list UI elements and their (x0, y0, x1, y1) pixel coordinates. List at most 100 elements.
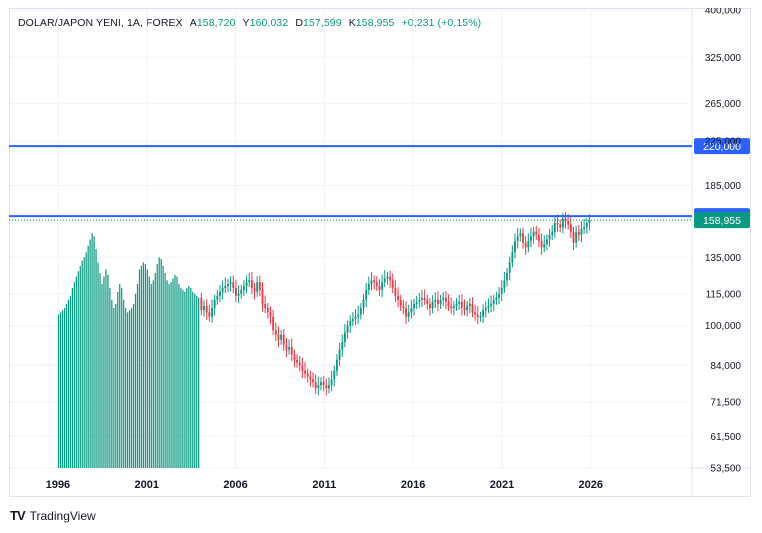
candle-body (484, 308, 487, 311)
candle-body (452, 305, 455, 309)
volume-bar (79, 265, 81, 468)
candlesticks (200, 211, 591, 396)
volume-bar (107, 274, 109, 468)
volume-bar (75, 276, 77, 468)
volume-bar (61, 310, 64, 468)
y-tick-label: 400,000 (705, 8, 742, 17)
chart-frame (9, 8, 751, 497)
chart-header: DOLAR/JAPON YENI, 1A, FOREX A158,720 Y16… (18, 17, 481, 29)
candle-body (399, 299, 402, 306)
y-tick-label: 135,000 (705, 253, 742, 264)
volume-bar (115, 303, 117, 468)
y-axis[interactable]: 400,000 325,000 265,000 225,000 185,000 135,0… (705, 8, 742, 475)
symbol-label[interactable]: DOLAR/JAPON YENI, 1A, FOREX (18, 17, 183, 29)
candle-body (580, 228, 583, 235)
volume-bar (176, 276, 178, 468)
volume-bar (166, 280, 168, 468)
volume-bar (71, 287, 73, 468)
volume-bar (144, 264, 147, 468)
tradingview-logo: TV (10, 508, 26, 523)
candle-body (490, 303, 493, 306)
candle-body (261, 289, 264, 304)
y-tick-label: 225,000 (705, 136, 742, 147)
candle-body (434, 299, 437, 302)
x-tick-label: 2011 (312, 479, 336, 491)
candle-body (405, 308, 407, 317)
x-tick-label: 2026 (579, 479, 603, 491)
candle-body (234, 287, 237, 296)
volume-bar (89, 239, 91, 468)
candle-body (322, 382, 325, 386)
candle-body (280, 334, 283, 340)
candle-body (378, 286, 381, 290)
volume-bar (103, 276, 105, 468)
volume-bar (190, 287, 192, 468)
volume-bar (123, 299, 125, 468)
tradingview-footer[interactable]: TV TradingView (10, 508, 96, 523)
candle-body (373, 280, 376, 283)
candle-body (304, 370, 306, 374)
candle-body (585, 222, 588, 228)
candle-body (306, 373, 309, 377)
candle-body (213, 299, 216, 309)
volume-bar (85, 252, 87, 468)
candle-body (418, 299, 421, 302)
candle-body (370, 280, 373, 285)
volume-bar (119, 284, 121, 468)
candle-body (524, 242, 527, 248)
candle-body (439, 299, 442, 304)
price-tag-label: 220,000 (703, 141, 741, 153)
volume-bar (63, 308, 66, 468)
candle-body (500, 287, 503, 294)
volume-bar (77, 271, 79, 468)
candle-body (219, 291, 221, 296)
x-axis[interactable]: 1996 2001 2006 2011 2016 2021 2026 (46, 479, 603, 491)
candle-body (468, 303, 471, 306)
volume-bar (140, 265, 143, 468)
volume-bar (121, 287, 123, 468)
volume-bar (101, 284, 103, 468)
candle-body (503, 280, 506, 288)
candle-body (367, 284, 370, 290)
x-tick-label: 2006 (223, 479, 247, 491)
candle-body (277, 334, 280, 340)
candle-body (407, 312, 410, 317)
candle-body (203, 305, 205, 311)
high-label: Y (242, 17, 250, 29)
candle-body (577, 231, 580, 235)
volume-bar (134, 293, 137, 468)
candle-body (538, 234, 540, 242)
candle-body (362, 299, 365, 309)
candle-body (383, 278, 386, 283)
candle-body (389, 276, 392, 281)
volume-bar (95, 249, 97, 468)
horizontal-lines[interactable]: 220,000161,764158,955 (9, 138, 750, 229)
candle-body (341, 342, 344, 350)
volume-bar (148, 276, 150, 468)
volume-bar (160, 258, 162, 468)
candle-body (333, 370, 336, 380)
volume-bar (59, 312, 62, 468)
candle-body (463, 308, 466, 311)
candle-body (535, 231, 538, 235)
candle-body (540, 241, 543, 248)
candle-body (250, 280, 253, 288)
candle-body (272, 316, 275, 331)
candle-body (527, 241, 530, 248)
volume-bar (192, 291, 194, 468)
volume-bar (97, 262, 99, 468)
volume-bar (87, 245, 89, 468)
candle-body (415, 301, 418, 304)
volume-bar (146, 269, 148, 468)
candle-body (458, 301, 461, 304)
candle-body (359, 308, 362, 315)
candle-body (264, 303, 267, 309)
candle-body (444, 297, 447, 302)
volume-bar (152, 280, 154, 468)
candle-body (423, 297, 426, 300)
candle-body (208, 312, 211, 317)
price-chart[interactable]: 220,000161,764158,955 400,000 325,000 265,… (9, 8, 751, 497)
candle-body (253, 287, 256, 292)
candle-body (460, 301, 463, 309)
candle-body (397, 295, 399, 300)
